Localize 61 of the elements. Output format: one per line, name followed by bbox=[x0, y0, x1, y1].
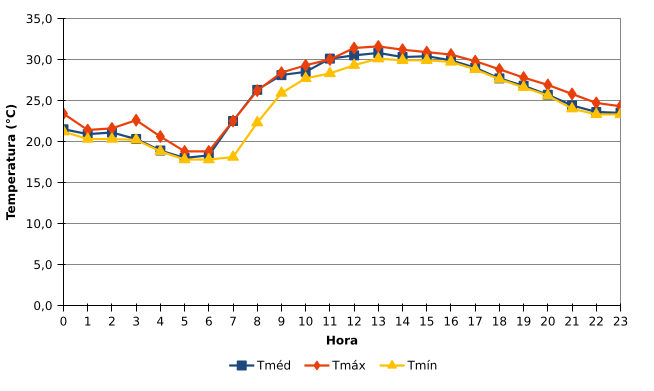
x-tick-label: 21 bbox=[564, 314, 580, 328]
point bbox=[374, 40, 383, 53]
legend-label: Tméd bbox=[256, 358, 292, 372]
y-tick-label: 5,0 bbox=[33, 258, 53, 272]
x-tick-label: 5 bbox=[180, 314, 188, 328]
x-tick-label: 11 bbox=[322, 314, 338, 328]
point bbox=[132, 114, 141, 127]
x-tick-label: 8 bbox=[253, 314, 262, 328]
x-tick-label: 23 bbox=[612, 314, 628, 328]
point bbox=[592, 96, 601, 110]
point bbox=[251, 116, 264, 126]
y-tick-label: 20,0 bbox=[26, 135, 52, 149]
y-tick-label: 10,0 bbox=[26, 217, 52, 231]
legend-label: Tmín bbox=[406, 358, 438, 372]
y-tick-label: 0,0 bbox=[33, 299, 53, 313]
x-tick-label: 4 bbox=[156, 314, 164, 328]
y-tick-label: 15,0 bbox=[26, 176, 52, 190]
x-tick-label: 19 bbox=[516, 314, 532, 328]
point bbox=[276, 66, 286, 80]
y-tick-label: 30,0 bbox=[26, 53, 52, 67]
y-tick-label: 25,0 bbox=[26, 94, 52, 108]
point bbox=[107, 122, 116, 135]
point bbox=[398, 43, 408, 56]
y-axis-title: Temperatura (°C) bbox=[4, 104, 18, 220]
point bbox=[350, 42, 359, 55]
x-tick-label: 1 bbox=[84, 314, 92, 328]
x-tick-label: 3 bbox=[132, 314, 140, 328]
point bbox=[82, 132, 94, 143]
point bbox=[324, 66, 336, 78]
point bbox=[568, 87, 577, 100]
x-tick-label: 0 bbox=[60, 314, 68, 328]
x-tick-label: 16 bbox=[443, 314, 459, 328]
point bbox=[301, 58, 310, 72]
point bbox=[543, 78, 552, 92]
x-tick-label: 18 bbox=[492, 314, 508, 328]
point bbox=[106, 132, 118, 143]
x-axis-title: Hora bbox=[326, 334, 358, 348]
point bbox=[300, 72, 312, 82]
point bbox=[348, 58, 360, 69]
y-tick-label: 35,0 bbox=[26, 12, 52, 26]
x-tick-label: 15 bbox=[419, 314, 434, 328]
point bbox=[227, 150, 240, 161]
x-tick-label: 12 bbox=[346, 314, 362, 328]
x-tick-label: 14 bbox=[394, 314, 410, 328]
x-tick-label: 2 bbox=[108, 314, 116, 328]
x-tick-label: 22 bbox=[588, 314, 604, 328]
point bbox=[519, 71, 528, 84]
point bbox=[156, 130, 165, 144]
point bbox=[494, 62, 504, 76]
x-tick-label: 9 bbox=[278, 314, 286, 328]
point bbox=[202, 152, 215, 164]
point bbox=[372, 52, 384, 62]
x-tick-label: 13 bbox=[370, 314, 386, 328]
x-tick-label: 7 bbox=[229, 314, 237, 328]
x-tick-label: 10 bbox=[298, 314, 314, 328]
point bbox=[252, 84, 262, 98]
legend-label: Tmáx bbox=[331, 358, 366, 372]
point bbox=[275, 86, 288, 97]
x-tick-label: 17 bbox=[468, 314, 483, 328]
x-tick-label: 6 bbox=[204, 314, 213, 328]
x-tick-label: 20 bbox=[540, 314, 556, 328]
